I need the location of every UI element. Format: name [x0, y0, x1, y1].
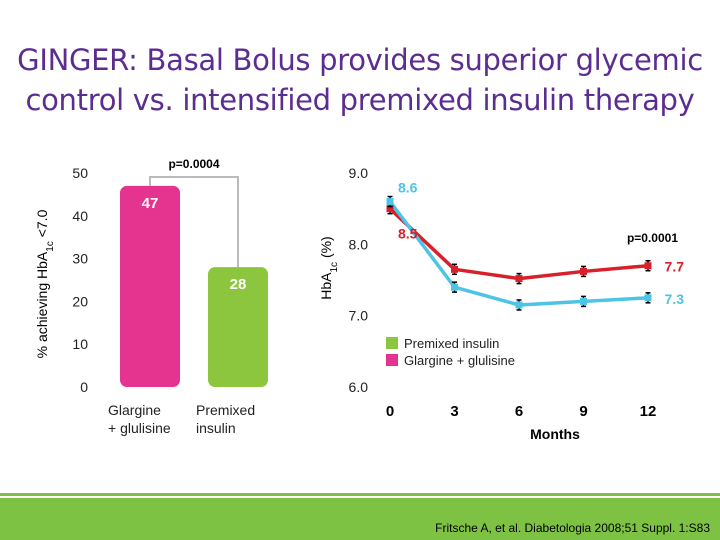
point-premixed-4	[644, 262, 652, 270]
point-glargine-glulisine-4	[644, 294, 652, 302]
line-pvalue: p=0.0001	[627, 231, 678, 245]
bar-category-label-glargine-glulisine-1: + glulisine	[108, 420, 171, 436]
point-glargine-glulisine-1	[451, 283, 458, 291]
legend-label-premixed: Premixed insulin	[404, 336, 499, 351]
line-ytick-label-0: 6.0	[349, 379, 369, 395]
point-premixed-2	[515, 275, 523, 283]
title-line-1: GINGER: Basal Bolus provides superior gl…	[17, 43, 703, 77]
line-xtick-label-1: 3	[450, 403, 458, 420]
point-glargine-glulisine-0	[386, 198, 394, 206]
point-glargine-glulisine-2	[515, 301, 523, 309]
legend-swatch-premixed	[386, 337, 398, 349]
line-series-premixed	[388, 207, 649, 281]
bar-value-label-premixed-insulin: 28	[230, 276, 247, 293]
legend-label-glargine-glulisine: Glargine + glulisine	[404, 353, 515, 368]
bar-ytick-label-2: 20	[72, 293, 88, 309]
bar-ytick-label-3: 30	[72, 251, 88, 267]
bar-ylabel: % achieving HbA1c <7.0	[34, 209, 56, 358]
annotation-start-premixed: 8.5	[398, 226, 418, 242]
citation: Fritsche A, et al. Diabetologia 2008;51 …	[435, 521, 710, 535]
bar-ytick-label-0: 0	[80, 379, 88, 395]
bar-ytick-label-5: 50	[72, 165, 88, 181]
footer-divider	[0, 493, 720, 496]
bar-significance-bracket	[149, 176, 239, 268]
bar-value-label-glargine-glulisine: 47	[142, 195, 159, 212]
bar-glargine-glulisine	[120, 185, 180, 387]
footer-band	[0, 498, 720, 540]
bar-premixed-insulin	[208, 267, 268, 387]
page-title: GINGER: Basal Bolus provides superior gl…	[0, 40, 720, 120]
line-xlabel: Months	[530, 426, 580, 442]
point-premixed-1	[451, 265, 458, 273]
point-premixed-0	[386, 205, 394, 213]
annotation-end-glargine: 7.3	[665, 291, 685, 307]
legend-swatch-glargine-glulisine	[386, 354, 398, 366]
point-premixed-3	[580, 267, 587, 275]
line-xtick-label-0: 0	[386, 403, 394, 420]
line-xtick-label-2: 6	[515, 403, 523, 420]
point-glargine-glulisine-3	[580, 297, 587, 305]
line-series-glargine-glulisine	[388, 200, 649, 307]
line-ytick-label-2: 8.0	[349, 236, 369, 252]
bar-pvalue: p=0.0004	[168, 157, 219, 171]
line-ytick-label-3: 9.0	[349, 165, 369, 181]
line-ytick-label-1: 7.0	[349, 308, 369, 324]
title-line-2: control vs. intensified premixed insulin…	[25, 83, 695, 117]
bar-ytick-label-1: 10	[72, 336, 88, 352]
line-ylabel: HbA1c (%)	[318, 236, 340, 299]
line-xtick-label-4: 12	[640, 403, 657, 420]
bar-category-label-premixed-insulin-0: Premixed	[196, 402, 255, 418]
bar-category-label-glargine-glulisine-0: Glargine	[108, 402, 161, 418]
annotation-start-glargine: 8.6	[398, 180, 418, 196]
annotation-end-premixed: 7.7	[665, 259, 685, 275]
bar-ytick-label-4: 40	[72, 208, 88, 224]
bar-category-label-premixed-insulin-1: insulin	[196, 420, 236, 436]
line-xtick-label-3: 9	[579, 403, 587, 420]
